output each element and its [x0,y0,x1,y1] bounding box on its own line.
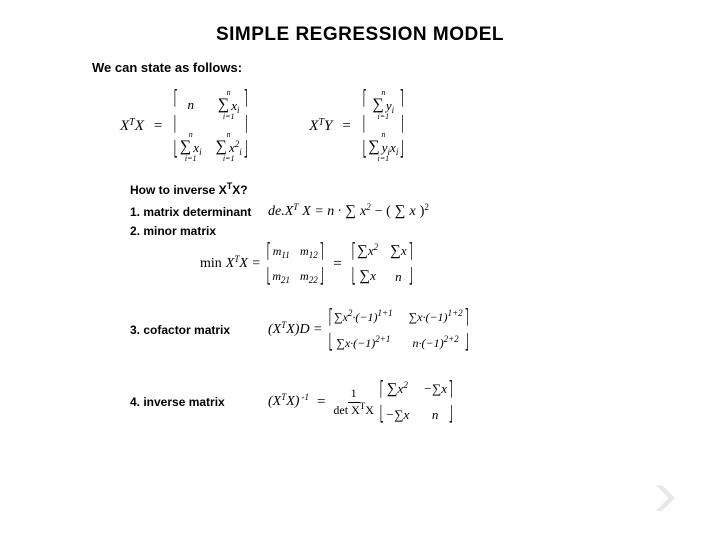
cofactor-matrix: ∑x2·(−1)1+1 ∑x·(−1)1+2 ∑x·(−1)2+1 n·(−1)… [334,308,463,352]
slide: SIMPLE REGRESSION MODEL We can state as … [0,0,720,540]
step4-label: 4. inverse matrix [130,395,260,409]
xtx-matrix: n n ∑xi i=1 n ∑xi i=1 n ∑x2i i=1 [180,89,242,163]
intro-text: We can state as follows: [92,60,680,75]
howto-heading: How to inverse XTX? [130,181,680,199]
step-1-row: 1. matrix determinant de.XT X = n · ∑ x2… [130,203,680,220]
equals-icon: = [150,118,166,135]
xty-matrix: n ∑yi i=1 n ∑yixi i=1 [368,89,398,163]
inverse-matrix: ∑x2 −∑x −∑x n [385,380,447,424]
xtx-sup: T [129,117,135,128]
left-bracket-icon-4: ⎡⎣ [352,242,356,286]
right-bracket-icon-5: ⎤⎦ [465,308,469,352]
left-bracket-icon-6: ⎡⎣ [380,380,384,424]
xty-sup: T [318,117,324,128]
sum-yixi: n ∑yixi i=1 [368,131,398,163]
xtx-X1: X [120,118,129,134]
right-bracket-icon-2: ⎤⎥⎦ [400,89,404,159]
left-bracket-icon-5: ⎡⎣ [328,308,332,352]
right-bracket-icon-3: ⎤⎦ [320,242,324,286]
sum-yi: n ∑yi i=1 [368,89,398,121]
minor-m-matrix: m11 m12 m21 m22 [272,242,317,286]
left-bracket-icon-2: ⎡⎢⎣ [363,89,367,159]
matrix-equations-row: XTX = ⎡⎢⎣ n n ∑xi i=1 n ∑xi i=1 [120,89,680,163]
step2-label: 2. minor matrix [130,222,680,240]
step-3-row: 3. cofactor matrix (XTX)D = ⎡⎣ ∑x2·(−1)1… [130,308,680,352]
step-4-row: 4. inverse matrix (XTX)-1 = 1 det XTX ⎡⎣… [130,380,680,424]
bracket-left: ⎡⎢⎣ n n ∑xi i=1 n ∑xi i=1 n ∑x [172,89,249,163]
det-formula: de.XT X = n · ∑ x2 − ( ∑ x )2 [268,203,429,220]
xtx-X2: X [135,118,144,134]
xty-equation: XTY = ⎡⎢⎣ n ∑yi i=1 n ∑yixi i=1 ⎤⎥⎦ [309,89,406,163]
xty-Y: Y [324,118,332,134]
right-bracket-icon: ⎤⎥⎦ [244,89,248,159]
right-bracket-icon-4: ⎤⎦ [409,242,413,286]
equals-icon-4: = [313,394,329,411]
minor-formula: min XTX = ⎡⎣ m11 m12 m21 m22 ⎤⎦ = ⎡⎣ ∑x2… [200,242,680,286]
step1-label: 1. matrix determinant [130,205,260,219]
inverse-bracket: ⎡⎣ ∑x2 −∑x −∑x n ⎤⎦ [378,380,455,424]
minor-result-bracket: ⎡⎣ ∑x2 ∑x ∑x n ⎤⎦ [350,242,414,286]
sum-xi2: n ∑x2i i=1 [216,131,242,163]
bracket-xty: ⎡⎢⎣ n ∑yi i=1 n ∑yixi i=1 ⎤⎥⎦ [361,89,406,163]
sigma-icon-2: ∑ [395,203,406,220]
right-bracket-icon-6: ⎤⎦ [449,380,453,424]
chevron-right-icon [650,482,684,514]
cofactor-formula: (XTX)D = ⎡⎣ ∑x2·(−1)1+1 ∑x·(−1)1+2 ∑x·(−… [268,308,470,352]
xtx-equation: XTX = ⎡⎢⎣ n n ∑xi i=1 n ∑xi i=1 [120,89,249,163]
equals-icon-2: = [338,118,354,135]
step3-label: 3. cofactor matrix [130,323,260,337]
minor-result-matrix: ∑x2 ∑x ∑x n [357,242,406,286]
sum-xi-2: n ∑xi i=1 [180,131,202,163]
inverse-formula: (XTX)-1 = 1 det XTX ⎡⎣ ∑x2 −∑x −∑x n ⎤⎦ [268,380,455,424]
cofactor-bracket: ⎡⎣ ∑x2·(−1)1+1 ∑x·(−1)1+2 ∑x·(−1)2+1 n·(… [327,308,471,352]
equals-icon-3: = [329,256,345,273]
sigma-icon: ∑ [345,203,356,220]
minor-m-bracket: ⎡⎣ m11 m12 m21 m22 ⎤⎦ [265,242,325,286]
fraction: 1 det XTX [333,387,374,416]
left-bracket-icon-3: ⎡⎣ [267,242,271,286]
slide-title: SIMPLE REGRESSION MODEL [40,24,680,46]
sum-xi-1: n ∑xi i=1 [216,89,242,121]
m-n: n [180,97,202,113]
left-bracket-icon: ⎡⎢⎣ [174,89,178,159]
